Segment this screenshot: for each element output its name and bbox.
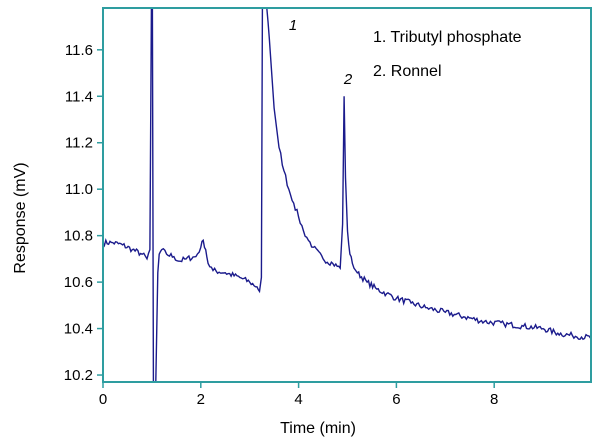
x-tick-label: 6 <box>392 391 400 408</box>
y-tick-label: 11.2 <box>65 135 93 152</box>
x-tick-label: 4 <box>294 391 302 408</box>
peak-label-1: 1 <box>289 17 297 34</box>
y-tick-label: 11.0 <box>65 181 93 198</box>
x-tick-label: 0 <box>99 391 107 408</box>
x-axis-title: Time (min) <box>280 420 356 437</box>
legend-entry-1: 1. Tributyl phosphate <box>373 29 522 46</box>
y-tick-label: 10.8 <box>64 228 93 245</box>
x-tick-label: 8 <box>490 391 498 408</box>
y-tick-label: 10.4 <box>64 321 93 338</box>
chromatogram-trace <box>102 7 592 383</box>
y-tick-label: 10.2 <box>64 367 93 384</box>
y-tick-label: 10.6 <box>64 274 93 291</box>
y-axis-title: Response (mV) <box>12 162 29 273</box>
legend-entry-2: 2. Ronnel <box>373 63 442 80</box>
plot-frame <box>102 7 592 383</box>
y-tick-label: 11.6 <box>65 42 93 59</box>
y-axis-ticks: 10.2 10.4 10.6 10.8 11.0 11.2 11.4 11.6 <box>64 42 103 384</box>
legend: 1. Tributyl phosphate 2. Ronnel <box>373 29 522 80</box>
y-tick-label: 11.4 <box>65 88 93 105</box>
x-tick-label: 2 <box>197 391 205 408</box>
peak-label-2: 2 <box>343 71 353 88</box>
